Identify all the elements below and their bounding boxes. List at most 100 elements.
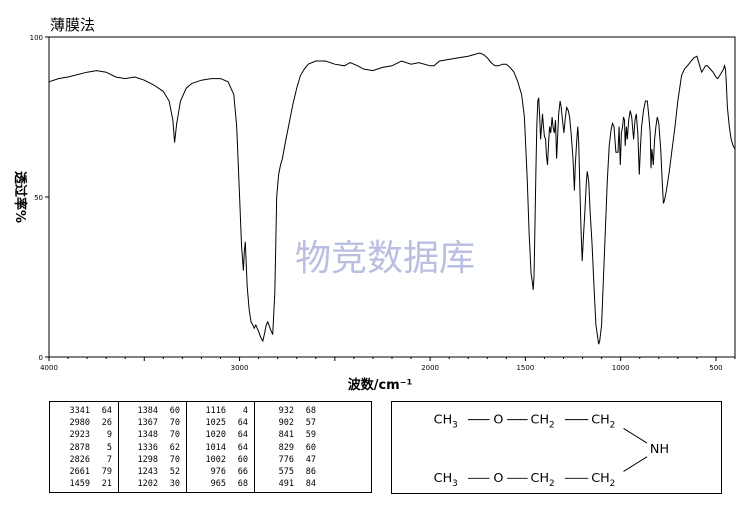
peak-wavenumber: 1014	[205, 442, 226, 453]
peak-row: 2923 9	[52, 429, 120, 441]
peak-transmittance: 30	[169, 479, 180, 490]
peak-wavenumber: 976	[210, 467, 226, 478]
peak-row: 2980 26	[52, 417, 120, 429]
peak-row: 1116 4	[188, 405, 256, 417]
watermark: 物竞数据库	[295, 238, 475, 279]
bond	[623, 456, 648, 472]
peak-transmittance: 70	[169, 454, 180, 465]
peak-transmittance: 66	[237, 467, 248, 478]
peak-row: 841 59	[256, 429, 324, 441]
peak-row: 1202 30	[120, 478, 188, 490]
peak-row: 776 47	[256, 454, 324, 466]
peak-table: 3341 64 2980 26 2923 9 2878 5 2826 7 2661 79 1459 21 1…	[49, 401, 372, 493]
peak-row: 902 57	[256, 417, 324, 429]
peak-wavenumber: 2661	[69, 467, 90, 478]
peak-row: 575 86	[256, 466, 324, 478]
bottom-ch2-b: CH2	[591, 470, 615, 489]
peak-transmittance: 5	[106, 442, 112, 453]
peak-row: 2826 7	[52, 454, 120, 466]
peak-transmittance: 21	[101, 479, 112, 490]
peak-column: 932 68 902 57 841 59 829 60 776 47 575 86 491 84	[256, 405, 324, 490]
peak-wavenumber: 3341	[69, 406, 90, 416]
peak-row: 491 84	[256, 478, 324, 490]
peak-transmittance: 4	[242, 406, 248, 416]
peak-wavenumber: 1116	[205, 406, 226, 416]
peak-transmittance: 47	[305, 454, 316, 465]
x-axis-ticks: 4000 3000 2000 1500 1000 500	[40, 357, 736, 372]
peak-row: 1336 62	[120, 442, 188, 454]
peak-row: 1348 70	[120, 429, 188, 441]
plot-frame	[48, 36, 736, 358]
peak-column: 3341 64 2980 26 2923 9 2878 5 2826 7 2661 79 1459 21	[52, 405, 120, 490]
peak-transmittance: 7	[106, 454, 112, 465]
peak-wavenumber: 2923	[69, 430, 90, 441]
peak-column: 1384 60 1367 70 1348 70 1336 62 1298 70 1243 52 1202…	[120, 405, 188, 490]
peak-wavenumber: 1243	[137, 467, 158, 478]
peak-row: 1243 52	[120, 466, 188, 478]
peak-row: 932 68	[256, 405, 324, 417]
peak-transmittance: 60	[305, 442, 316, 453]
peak-transmittance: 79	[101, 467, 112, 478]
y-axis-ticks: 100 50 0	[30, 34, 49, 362]
peak-transmittance: 64	[237, 430, 248, 441]
top-ch3: CH3	[434, 412, 458, 431]
x-tick-label: 500	[709, 364, 722, 372]
bond	[623, 428, 648, 444]
peak-wavenumber: 2878	[69, 442, 90, 453]
peak-wavenumber: 1348	[137, 430, 158, 441]
peak-row: 1025 64	[188, 417, 256, 429]
top-o: O	[493, 412, 503, 427]
peak-transmittance: 84	[305, 479, 316, 490]
peak-wavenumber: 932	[278, 406, 294, 416]
peak-wavenumber: 1459	[69, 479, 90, 490]
peak-row: 1367 70	[120, 417, 188, 429]
table-divider	[254, 402, 255, 492]
bottom-ch2-a: CH2	[531, 470, 555, 489]
peak-row: 1459 21	[52, 478, 120, 490]
peak-wavenumber: 1367	[137, 418, 158, 429]
y-tick-label: 0	[39, 354, 43, 362]
peak-row: 1020 64	[188, 429, 256, 441]
peak-column: 1116 4 1025 64 1020 64 1014 64 1002 60 976 66 965 68	[188, 405, 256, 490]
bottom-ch3: CH3	[434, 470, 458, 489]
y-tick-label: 100	[30, 34, 43, 42]
structure-diagram: CH3 O CH2 CH2 NH CH3 O CH2 CH2	[391, 401, 722, 494]
peak-wavenumber: 1025	[205, 418, 226, 429]
table-divider	[186, 402, 187, 492]
peak-wavenumber: 1298	[137, 454, 158, 465]
peak-transmittance: 68	[237, 479, 248, 490]
peak-row: 2661 79	[52, 466, 120, 478]
peak-transmittance: 68	[305, 406, 316, 416]
peak-transmittance: 57	[305, 418, 316, 429]
peak-row: 2878 5	[52, 442, 120, 454]
peak-transmittance: 59	[305, 430, 316, 441]
peak-wavenumber: 575	[278, 467, 294, 478]
peak-transmittance: 70	[169, 418, 180, 429]
chart-title: 薄膜法	[50, 16, 95, 34]
x-tick-label: 3000	[231, 364, 249, 372]
x-tick-label: 1500	[516, 364, 534, 372]
peak-transmittance: 64	[101, 406, 112, 416]
spectrum-line	[48, 52, 736, 345]
peak-transmittance: 64	[237, 418, 248, 429]
peak-wavenumber: 1336	[137, 442, 158, 453]
peak-transmittance: 9	[106, 430, 112, 441]
peak-row: 1384 60	[120, 405, 188, 417]
x-tick-label: 1000	[612, 364, 630, 372]
peak-row: 829 60	[256, 442, 324, 454]
peak-wavenumber: 2980	[69, 418, 90, 429]
peak-wavenumber: 1020	[205, 430, 226, 441]
nh: NH	[650, 441, 669, 456]
peak-transmittance: 62	[169, 442, 180, 453]
peak-wavenumber: 1002	[205, 454, 226, 465]
peak-transmittance: 86	[305, 467, 316, 478]
top-ch2-a: CH2	[531, 412, 555, 431]
table-divider	[118, 402, 119, 492]
peak-row: 1298 70	[120, 454, 188, 466]
y-axis-label: 透过率%	[12, 171, 28, 223]
peak-row: 965 68	[188, 478, 256, 490]
peak-transmittance: 26	[101, 418, 112, 429]
peak-wavenumber: 1384	[137, 406, 158, 416]
peak-transmittance: 60	[237, 454, 248, 465]
peak-row: 1002 60	[188, 454, 256, 466]
